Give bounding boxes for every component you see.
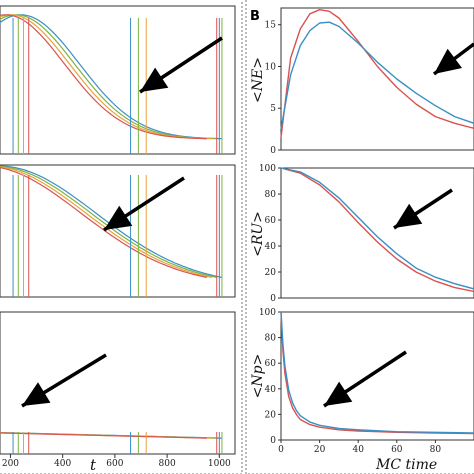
- panel-b1-ytick-label-2: 40: [265, 242, 277, 252]
- panel-b0-ytick-label-3: 15: [265, 21, 277, 31]
- axis-label-ru: <RU>: [250, 211, 266, 257]
- panel-b2-ytick-label-2: 40: [265, 385, 277, 395]
- panel-b2-ytick-label-3: 60: [265, 359, 277, 369]
- panel-b1-ytick-label-1: 20: [265, 268, 277, 278]
- panel-b1-ytick-label-0: 0: [270, 294, 276, 304]
- subplot-b-bottom-frame: [280, 311, 474, 441]
- arrow-b-bottom-head: [324, 381, 353, 406]
- arrow-a-middle-head: [104, 205, 133, 230]
- arrow-b-middle-head: [394, 203, 423, 228]
- axis-label-t: t: [90, 456, 97, 474]
- arrow-a-top-head: [140, 67, 169, 92]
- panel-b2-ytick-label-5: 100: [259, 308, 276, 318]
- panel-b2-xtick-label-3: 60: [391, 445, 403, 455]
- panel-b0-series-0: [280, 9, 474, 138]
- panel-a0-series-3: [0, 14, 207, 140]
- panel-b2-xtick-label-0: 0: [278, 445, 284, 455]
- panel-a-border: [0, 0, 243, 474]
- arrow-a-bottom-head: [22, 382, 51, 406]
- panel-b0-ytick-label-2: 10: [265, 62, 277, 72]
- arrow-b-top-head: [434, 48, 462, 74]
- panel-a-xtick-label-2: 600: [106, 459, 123, 469]
- panel-a-xtick-label-1: 400: [54, 459, 71, 469]
- panel-a0-series-1: [0, 14, 217, 140]
- panel-b2-series-1: [280, 311, 474, 434]
- subplot-b-top-frame: [280, 7, 474, 151]
- panel-b-border: [245, 0, 474, 474]
- panel-b1-series-0: [280, 167, 474, 293]
- panel-a0-series-2: [0, 14, 212, 140]
- panel-b2-ytick-label-0: 0: [270, 436, 276, 446]
- panel-a-xtick-label-4: 1000: [208, 459, 231, 469]
- panel-b0-ytick-label-0: 0: [270, 146, 276, 156]
- axis-label-mc-time: MC time: [375, 457, 437, 473]
- panel-a2-series-3: [0, 432, 207, 439]
- panel-b1-ytick-label-5: 100: [259, 164, 276, 174]
- subplot-a-bottom-frame: [0, 311, 236, 455]
- panel-letter-b: B: [250, 9, 260, 24]
- panel-a0-series-0: [0, 14, 222, 140]
- panel-b1-series-1: [280, 167, 474, 290]
- panel-a1-series-3: [0, 166, 208, 278]
- panel-b2-ytick-label-1: 20: [265, 410, 277, 420]
- axis-label-ne: <NE>: [250, 57, 266, 103]
- subplot-b-middle-frame: [280, 167, 474, 299]
- panel-b2-xtick-label-4: 80: [430, 445, 442, 455]
- panel-b0-ytick-label-1: 5: [270, 104, 276, 114]
- subplot-a-middle-frame: [0, 164, 236, 298]
- panel-a1-series-1: [0, 165, 218, 278]
- panel-b2-xtick-label-2: 40: [352, 445, 364, 455]
- panel-b1-ytick-label-4: 80: [265, 190, 277, 200]
- panel-b1-ytick-label-3: 60: [265, 216, 277, 226]
- panel-a-xtick-label-0: 200: [2, 459, 19, 469]
- axis-label-np: <Np>: [250, 354, 266, 399]
- panel-b2-xtick-label-1: 20: [314, 445, 326, 455]
- panel-b2-ytick-label-4: 80: [265, 334, 277, 344]
- panel-a1-series-2: [0, 166, 213, 278]
- panel-b0-series-1: [280, 21, 474, 130]
- panel-a-xtick-label-3: 800: [159, 459, 176, 469]
- subplot-a-top-frame: [0, 5, 236, 155]
